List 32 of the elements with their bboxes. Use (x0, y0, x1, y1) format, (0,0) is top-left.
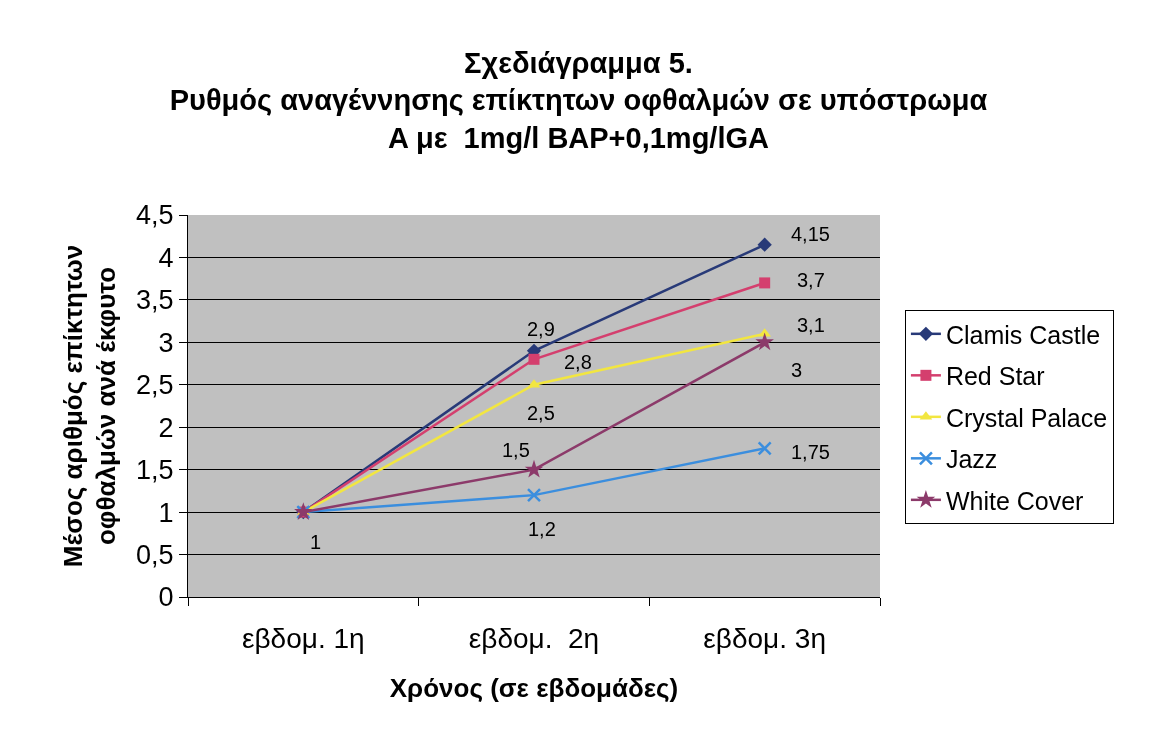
x-tick-label: εβδομ. 1η (242, 622, 365, 654)
y-tick-label: 0,5 (136, 540, 174, 571)
x-axis-title: Χρόνος (σε εβδομάδες) (389, 673, 679, 704)
data-label: 2,5 (527, 402, 555, 424)
y-tick-label: 2 (158, 412, 174, 443)
data-label: 3 (791, 359, 803, 381)
chart-title: Σχεδιάγραμμα 5. Ρυθμός αναγέννησης επίκτητων οφθαλμών σε υπόστρωμα A με 1mg/l BAP+0,1mg/lGA (169, 46, 988, 155)
legend-label: Crystal Palace (945, 403, 1108, 432)
legend-label: Clamis Castle (945, 320, 1101, 349)
y-tick-label: 3,5 (136, 285, 174, 316)
y-tick-label: 4,5 (136, 200, 174, 231)
x-tick-label: εβδομ. 2η (468, 622, 600, 654)
y-tick-label: 2,5 (136, 370, 174, 401)
data-label: 2,9 (527, 318, 555, 340)
y-axis-title: Μέσος αριθμός επίκτητων οφθαλμών ανά έκφυτο (57, 244, 122, 568)
legend-label: Jazz (945, 445, 998, 474)
y-tick-label: 4 (158, 242, 174, 273)
data-label: 1,2 (528, 518, 556, 540)
data-label: 1 (310, 531, 322, 553)
y-tick-label: 1,5 (136, 455, 174, 486)
y-tick-label: 1 (158, 497, 174, 528)
x-tick-label: εβδομ. 3η (703, 622, 826, 654)
data-label: 1,5 (502, 439, 530, 461)
y-tick-label: 0 (158, 582, 174, 613)
data-label: 3,1 (797, 314, 825, 336)
legend-label: White Cover (945, 486, 1084, 515)
data-label: 4,15 (791, 223, 830, 245)
data-label: 2,8 (564, 351, 592, 373)
data-label: 3,7 (797, 269, 825, 291)
data-label: 1,75 (791, 441, 830, 463)
legend-label: Red Star (945, 362, 1045, 391)
y-tick-label: 3 (158, 327, 174, 358)
